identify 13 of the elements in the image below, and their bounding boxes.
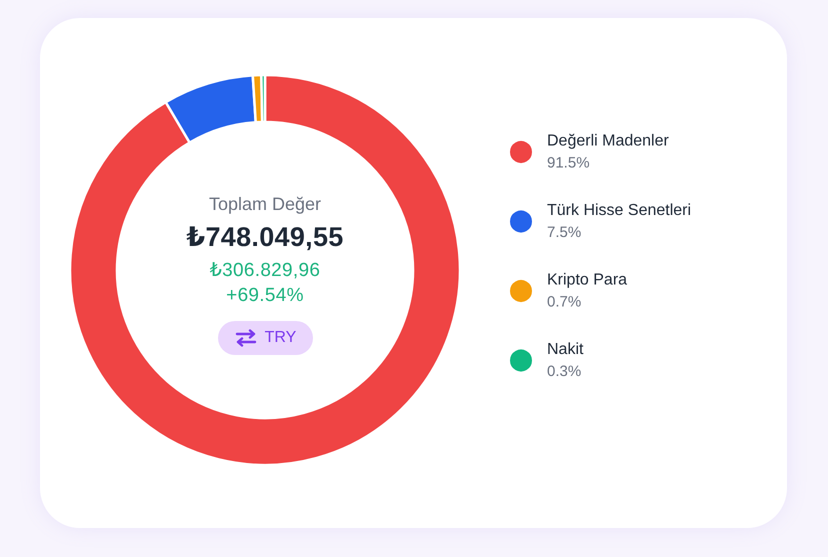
text: Toplam Değer bbox=[208, 193, 322, 215]
data-label: 7.5% bbox=[547, 224, 582, 241]
text: ₺748.049,55 bbox=[185, 222, 345, 252]
legend-label: Nakit bbox=[547, 341, 584, 358]
currency-toggle-button[interactable]: TRY bbox=[218, 321, 313, 355]
legend-label: Kripto Para bbox=[547, 272, 628, 288]
data-label: 0.7% bbox=[547, 294, 582, 310]
legend-label: Türk Hisse Senetleri bbox=[547, 202, 692, 219]
legend-label: Değerli Madenler bbox=[547, 132, 670, 150]
data-label: 0.3% bbox=[547, 363, 582, 380]
text: +69.54% bbox=[225, 284, 305, 308]
data-label: 91.5% bbox=[547, 154, 590, 172]
text: ₺306.829,96 bbox=[208, 259, 322, 283]
